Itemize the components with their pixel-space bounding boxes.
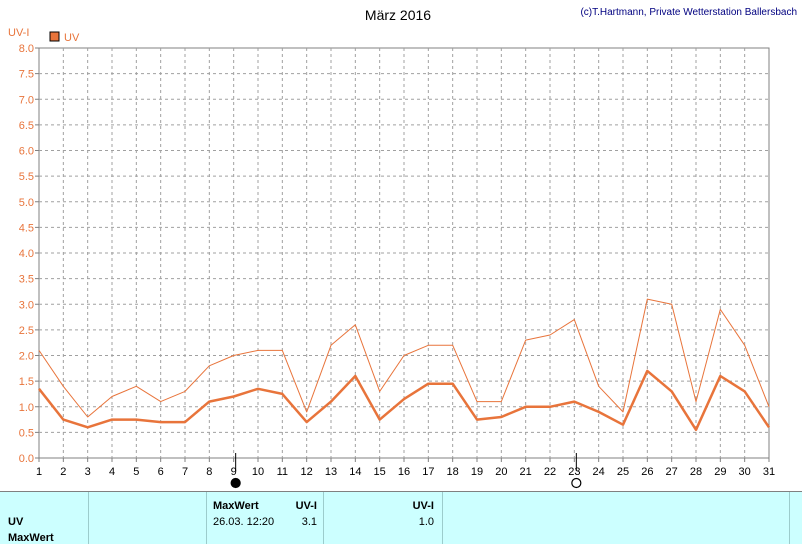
y-tick-label: 1.0 xyxy=(19,402,34,414)
empty-column xyxy=(89,492,207,544)
max-column: MaxWert UV-I 26.03. 12:20 3.1 xyxy=(207,492,324,544)
y-tick-label: 0.0 xyxy=(19,453,34,465)
x-tick-label: 27 xyxy=(666,466,678,478)
x-tick-label: 28 xyxy=(690,466,702,478)
y-axis-ticks: 0.0 0.5 1.0 1.5 2.0 2.5 3.0 3.5 4.0 4.5 5.0 5.5 6.0 6… xyxy=(19,43,39,465)
x-tick-label: 20 xyxy=(495,466,507,478)
empty-column-2 xyxy=(443,492,790,544)
grid-lines xyxy=(39,48,769,458)
y-tick-label: 7.0 xyxy=(19,94,34,106)
x-tick-label: 19 xyxy=(471,466,483,478)
x-tick-label: 30 xyxy=(739,466,751,478)
uv-chart: 0.0 0.5 1.0 1.5 2.0 2.5 3.0 3.5 4.0 4.5 5.0 5.5 6.0 6… xyxy=(8,7,797,489)
y-tick-label: 6.5 xyxy=(19,120,34,132)
x-tick-label: 21 xyxy=(520,466,532,478)
x-tick-label: 18 xyxy=(447,466,459,478)
y-tick-label: 4.5 xyxy=(19,222,34,234)
x-tick-label: 25 xyxy=(617,466,629,478)
y-tick-label: 4.0 xyxy=(19,248,34,260)
value-column: UV-I 1.0 xyxy=(324,492,443,544)
y-tick-label: 0.5 xyxy=(19,427,34,439)
y-axis-label: UV-I xyxy=(8,27,29,39)
legend-swatch xyxy=(49,31,60,42)
x-tick-label: 6 xyxy=(158,466,164,478)
credit-text: (c)T.Hartmann, Private Wetterstation Bal… xyxy=(580,7,797,18)
x-tick-label: 22 xyxy=(544,466,556,478)
x-tick-label: 11 xyxy=(277,466,288,478)
summary-table: UV MaxWert MaxWert UV-I 26.03. 12:20 3.1… xyxy=(0,491,802,544)
x-tick-label: 17 xyxy=(422,466,434,478)
full-moon-icon xyxy=(571,477,582,489)
x-tick-label: 14 xyxy=(349,466,361,478)
row-label-maxwert: MaxWert xyxy=(8,532,54,544)
x-tick-label: 23 xyxy=(568,466,580,478)
series-line-1 xyxy=(38,298,770,418)
legend-entry-uv: UV xyxy=(64,32,80,44)
max-header: MaxWert xyxy=(213,500,259,512)
x-tick-label: 2 xyxy=(60,466,66,478)
x-tick-label: 24 xyxy=(593,466,605,478)
y-tick-label: 2.5 xyxy=(19,325,34,337)
series-lines xyxy=(38,298,771,432)
x-tick-label: 8 xyxy=(206,466,212,478)
label-column: UV MaxWert xyxy=(0,492,89,544)
row-label-uv: UV xyxy=(8,516,24,528)
y-tick-label: 8.0 xyxy=(19,43,34,55)
x-tick-label: 26 xyxy=(641,466,653,478)
max-datetime: 26.03. 12:20 xyxy=(213,516,275,528)
x-tick-label: 4 xyxy=(109,466,115,478)
y-tick-label: 6.0 xyxy=(19,146,34,158)
y-tick-label: 5.0 xyxy=(19,197,34,209)
x-tick-label: 10 xyxy=(252,466,264,478)
x-axis-ticks: 1 2 3 4 5 6 7 8 9 10 11 12 13 14 15 16 17 18 19 20 21 22 23 24 2… xyxy=(36,458,775,478)
y-tick-label: 3.0 xyxy=(19,299,34,311)
unit-header: UV-I xyxy=(295,500,317,512)
x-tick-label: 9 xyxy=(231,466,237,478)
x-tick-label: 31 xyxy=(763,466,775,478)
y-tick-label: 5.5 xyxy=(19,171,34,183)
chart-title: März 2016 xyxy=(365,7,431,23)
x-tick-label: 13 xyxy=(325,466,337,478)
series-line-2 xyxy=(38,369,771,432)
y-tick-label: 1.5 xyxy=(19,376,34,388)
x-tick-label: 3 xyxy=(85,466,91,478)
x-tick-label: 29 xyxy=(714,466,726,478)
max-value: 3.1 xyxy=(301,516,317,528)
value-2: 1.0 xyxy=(418,516,434,528)
x-tick-label: 15 xyxy=(374,466,386,478)
unit-header-2: UV-I xyxy=(412,500,434,512)
x-tick-label: 16 xyxy=(398,466,410,478)
y-tick-label: 3.5 xyxy=(19,274,34,286)
y-tick-label: 7.5 xyxy=(19,69,34,81)
x-tick-label: 1 xyxy=(36,466,42,478)
x-tick-label: 7 xyxy=(182,466,188,478)
x-tick-label: 5 xyxy=(133,466,139,478)
moon-phase-markers xyxy=(230,453,582,489)
y-tick-label: 2.0 xyxy=(19,351,34,363)
x-tick-label: 12 xyxy=(301,466,313,478)
new-moon-icon xyxy=(230,477,241,489)
